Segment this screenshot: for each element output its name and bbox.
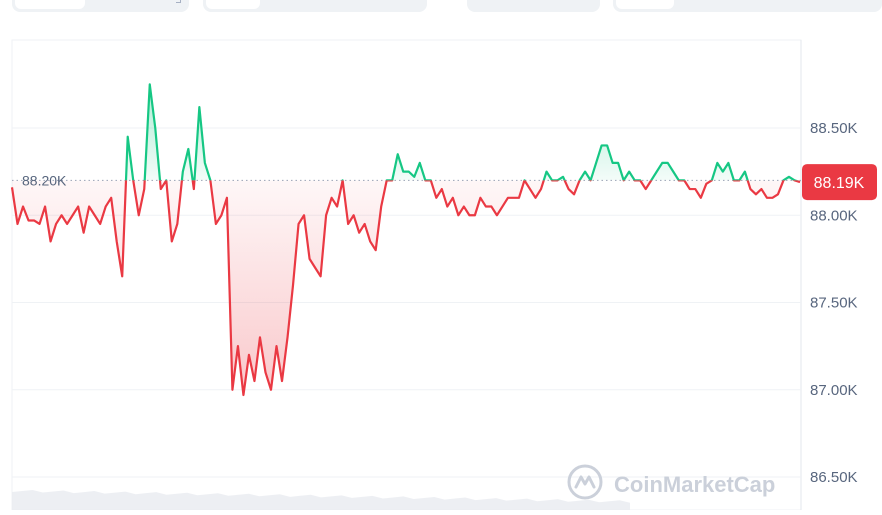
- current-price-badge: 88.19K: [802, 164, 877, 201]
- watermark-text: CoinMarketCap: [614, 472, 775, 497]
- price-line-above: [124, 83, 799, 181]
- y-axis: 88.50K 88.00K 87.50K 87.00K 86.50K: [810, 120, 858, 486]
- baseline-label: 88.20K: [22, 172, 67, 188]
- price-lines: [10, 83, 801, 397]
- chart-tab-1[interactable]: [12, 0, 189, 12]
- current-price-badge-bg: [802, 164, 877, 201]
- coinmarketcap-watermark: CoinMarketCap: [567, 464, 775, 500]
- coinmarketcap-logo-icon: [567, 464, 603, 500]
- current-price-label: 88.19K: [814, 175, 865, 192]
- chart-tab-4[interactable]: [613, 0, 882, 12]
- y-tick-label: 88.50K: [810, 120, 858, 137]
- price-areas: [12, 84, 800, 395]
- chart-tab-3[interactable]: [467, 0, 600, 12]
- y-tick-label: 86.50K: [810, 469, 858, 486]
- chart-tab-2[interactable]: [203, 0, 427, 12]
- area-above-baseline: [12, 84, 800, 181]
- y-tick-label: 87.50K: [810, 295, 858, 312]
- area-below-baseline: [12, 180, 800, 395]
- price-line-below: [10, 180, 801, 397]
- y-tick-label: 88.00K: [810, 207, 858, 224]
- volume-strip: [12, 490, 630, 510]
- grid-lines: [12, 127, 801, 478]
- plot-frame: [11, 39, 802, 511]
- y-tick-label: 87.00K: [810, 382, 858, 399]
- timeframe-tab-strip: [0, 0, 882, 14]
